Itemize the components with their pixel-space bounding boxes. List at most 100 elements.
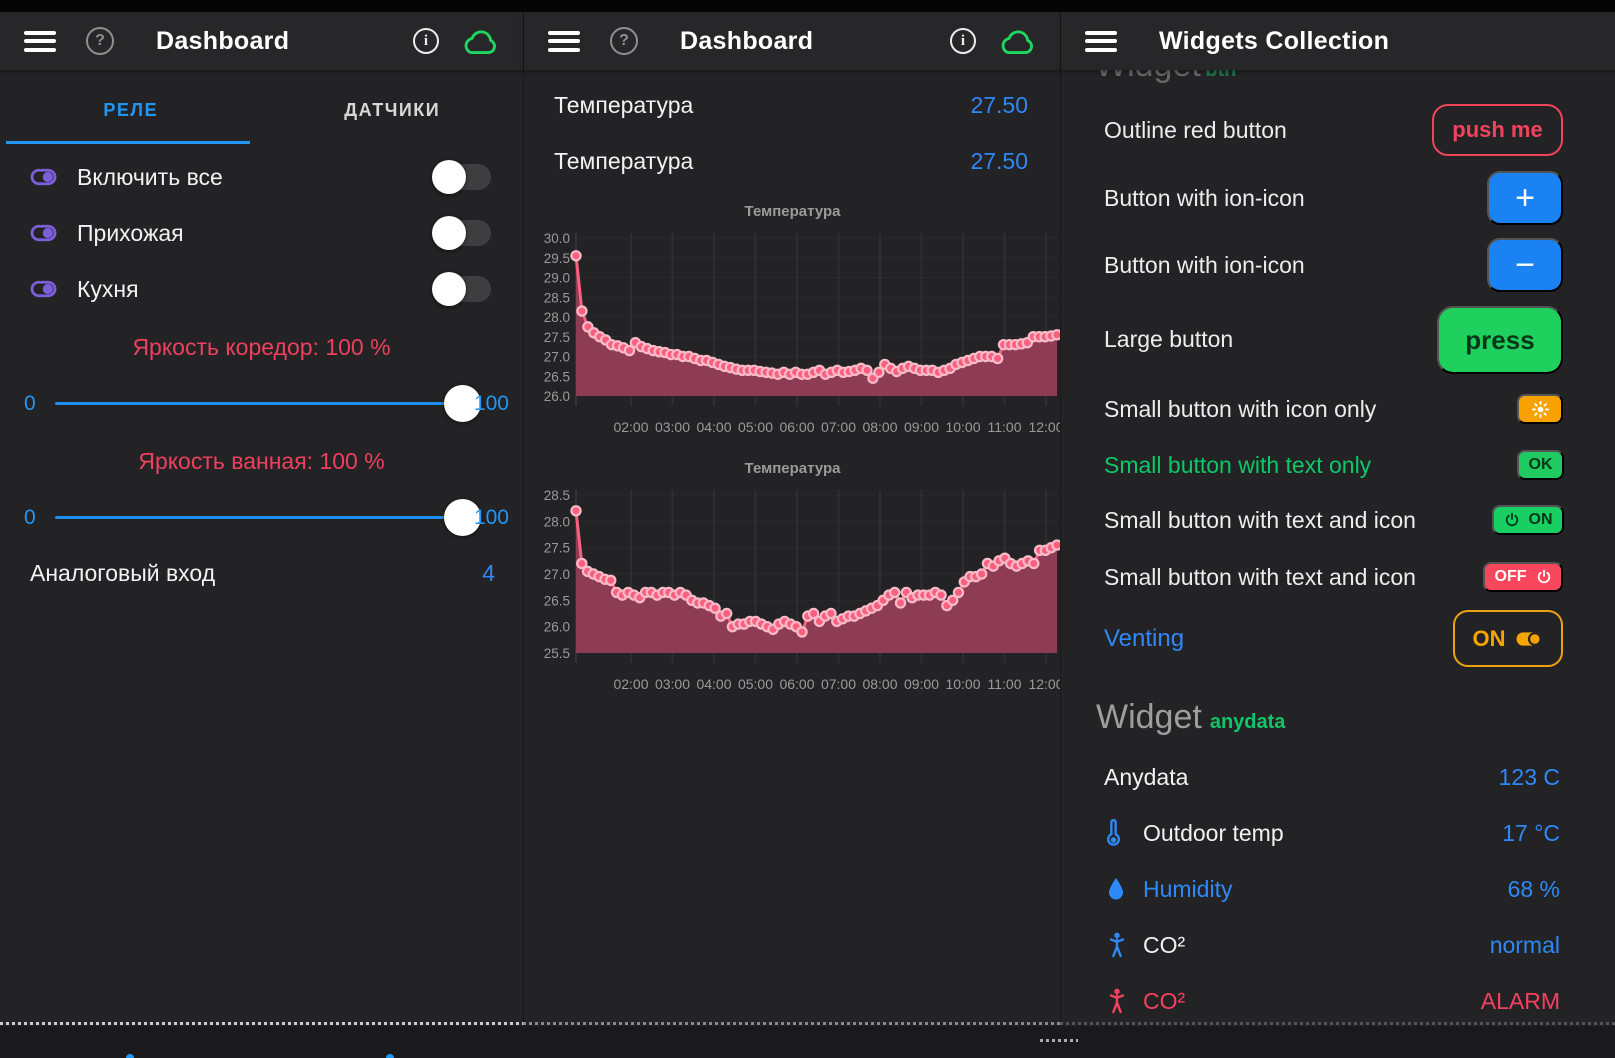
section-subtitle: anydata [1209, 711, 1286, 733]
reading-label: Температура [554, 148, 694, 174]
svg-text:28.5: 28.5 [544, 290, 570, 305]
svg-text:03:00: 03:00 [655, 676, 690, 692]
switch-knob[interactable] [432, 216, 466, 250]
value-text: normal [1489, 931, 1560, 958]
svg-text:11:00: 11:00 [988, 676, 1022, 692]
widget-label: Button with ion-icon [1104, 252, 1305, 278]
toggle-outline-icon [30, 223, 57, 243]
widget-label: Outline red button [1104, 117, 1287, 143]
value-label: CO² [1143, 987, 1186, 1014]
press-button[interactable]: press [1437, 306, 1563, 374]
dashed-segment [1040, 1039, 1078, 1042]
bottom-strip [0, 1026, 1615, 1058]
slider-title-bathroom: Яркость ванная: 100 % [138, 448, 385, 474]
power-icon [1536, 569, 1552, 585]
relay-row-kitchen[interactable]: Кухня [0, 266, 523, 312]
help-icon[interactable]: ? [610, 27, 638, 55]
help-icon[interactable]: ? [86, 27, 114, 55]
widget-label: Button with ion-icon [1104, 185, 1305, 211]
panel-dashboard-relays: ? Dashboard i РЕЛЕ ДАТЧИКИ Включить все … [0, 0, 523, 1058]
minus-button[interactable]: − [1487, 238, 1563, 292]
relay-row-hallway[interactable]: Прихожая [0, 210, 523, 256]
thermometer-icon [1106, 819, 1121, 847]
dashed-divider-right [1060, 1022, 1615, 1025]
cloud-icon[interactable] [461, 28, 499, 55]
svg-text:08:00: 08:00 [862, 676, 897, 692]
toggle-switch[interactable] [432, 216, 491, 250]
plus-button[interactable]: + [1487, 171, 1563, 225]
temperature-chart-2: Температура 28.5 28.0 27.5 27.0 26.5 26.0 25.5… [524, 452, 1064, 703]
switch-knob[interactable] [432, 160, 466, 194]
value-text: ALARM [1480, 987, 1560, 1014]
tab-relays[interactable]: РЕЛЕ [103, 100, 159, 120]
svg-text:04:00: 04:00 [696, 419, 731, 435]
menu-icon[interactable] [548, 26, 580, 56]
svg-text:10:00: 10:00 [945, 676, 980, 692]
reading-label: Температура [554, 92, 694, 118]
on-button[interactable]: ON [1492, 505, 1564, 535]
slider-knob[interactable] [444, 385, 481, 422]
menu-icon[interactable] [24, 26, 56, 56]
svg-text:27.5: 27.5 [544, 330, 570, 345]
svg-text:06:00: 06:00 [779, 676, 814, 692]
svg-text:27.0: 27.0 [544, 567, 570, 582]
venting-toggle-button[interactable]: ON [1453, 610, 1563, 667]
clipped-heading-subtitle: btn [1205, 70, 1237, 81]
toggle-switch[interactable] [432, 160, 491, 194]
temperature-chart-1-plot: 30.0 29.5 29.0 28.5 28.0 27.5 27.0 26.5 26.0 02:0… [544, 231, 1064, 435]
temperature-chart-1: Температура 30.0 29.5 29.0 28.5 28.0 27.5 27.0… [524, 195, 1064, 446]
slider-track[interactable] [55, 385, 481, 422]
cloud-icon[interactable] [998, 28, 1036, 55]
svg-text:26.5: 26.5 [544, 593, 570, 608]
svg-text:08:00: 08:00 [862, 419, 897, 435]
svg-text:29.5: 29.5 [544, 251, 570, 266]
value-label: CO² [1143, 931, 1186, 958]
value-label: Anydata [1104, 763, 1189, 790]
svg-text:27.0: 27.0 [544, 350, 570, 365]
svg-text:30.0: 30.0 [544, 231, 570, 246]
value-text: 17 °C [1502, 819, 1560, 846]
switch-knob[interactable] [432, 272, 466, 306]
clipped-heading-title: Widget [1095, 70, 1201, 83]
svg-text:26.0: 26.0 [544, 620, 570, 635]
section-title: Widget [1096, 698, 1202, 736]
relay-row-all[interactable]: Включить все [0, 154, 523, 200]
sun-icon [1531, 400, 1550, 419]
svg-text:26.5: 26.5 [544, 369, 570, 384]
toggle-outline-icon [30, 167, 57, 187]
brightness-slider-corridor: 0 100 [0, 384, 523, 424]
slider-track[interactable] [55, 499, 481, 536]
info-icon[interactable]: i [950, 28, 976, 54]
slider-min-label: 0 [24, 506, 36, 529]
svg-text:02:00: 02:00 [613, 676, 648, 692]
slider-knob[interactable] [444, 499, 481, 536]
page-title: Dashboard [156, 26, 290, 55]
svg-text:04:00: 04:00 [696, 676, 731, 692]
cut-off-blue-element [386, 1054, 394, 1058]
toggle-on-icon [1514, 629, 1544, 649]
panel-widgets-collection: Widgets Collection Widget btn Outline re… [1060, 0, 1615, 1058]
sun-button[interactable] [1517, 394, 1563, 424]
svg-text:29.0: 29.0 [544, 271, 570, 286]
brightness-slider-bathroom: 0 100 [0, 498, 523, 538]
off-button[interactable]: OFF [1483, 562, 1563, 592]
svg-text:28.0: 28.0 [544, 514, 570, 529]
widget-label: Small button with text only [1104, 452, 1372, 478]
tab-sensors[interactable]: ДАТЧИКИ [344, 100, 441, 120]
svg-text:07:00: 07:00 [821, 419, 856, 435]
status-bar [0, 0, 1615, 12]
svg-text:28.0: 28.0 [544, 310, 570, 325]
menu-icon[interactable] [1085, 26, 1117, 56]
toggle-switch[interactable] [432, 272, 491, 306]
relay-label: Прихожая [77, 219, 184, 246]
droplet-icon [1106, 876, 1126, 902]
svg-text:12:00: 12:00 [1028, 676, 1061, 692]
svg-text:06:00: 06:00 [779, 419, 814, 435]
push-me-button[interactable]: push me [1432, 104, 1563, 156]
svg-text:05:00: 05:00 [738, 419, 773, 435]
co2-row-normal: CO² normal [1061, 928, 1615, 962]
ok-button[interactable]: OK [1517, 450, 1564, 480]
info-icon[interactable]: i [413, 28, 439, 54]
temperature-chart-2-plot: 28.5 28.0 27.5 27.0 26.5 26.0 25.5 02:00 03:00 04… [544, 488, 1064, 692]
